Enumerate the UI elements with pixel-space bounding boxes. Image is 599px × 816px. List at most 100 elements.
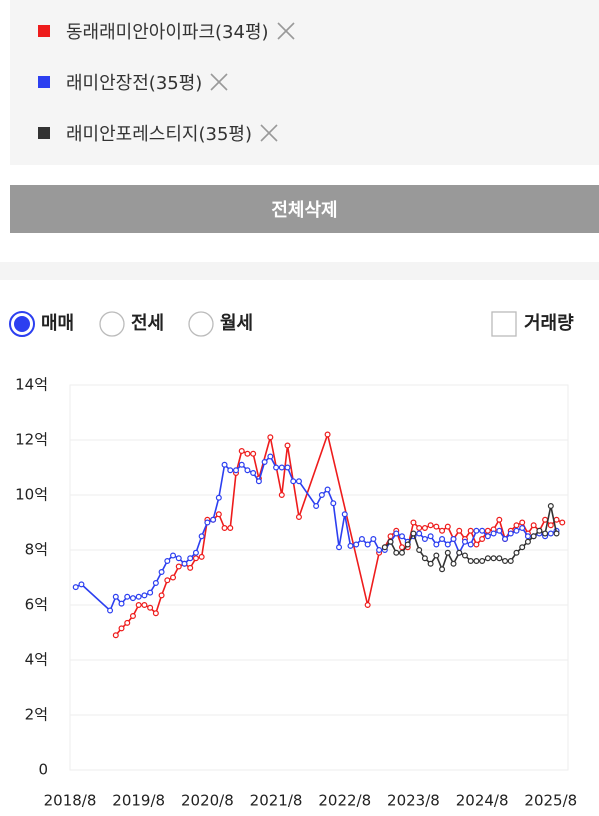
data-point xyxy=(433,523,440,530)
data-point xyxy=(370,536,377,543)
data-point xyxy=(393,549,400,556)
data-point xyxy=(513,522,520,529)
data-point xyxy=(439,566,446,573)
data-point xyxy=(559,519,566,526)
data-point xyxy=(496,516,503,523)
data-point xyxy=(250,450,257,457)
data-point xyxy=(278,464,285,471)
data-point xyxy=(444,549,451,556)
data-point xyxy=(284,464,291,471)
data-point xyxy=(238,448,245,455)
x-tick-label: 2019/8 xyxy=(112,792,165,810)
data-point xyxy=(221,461,228,468)
data-point xyxy=(78,581,85,588)
data-point xyxy=(330,500,337,507)
data-point xyxy=(507,530,514,537)
data-point xyxy=(141,602,148,609)
filter-panel: 동래래미안아이파크(34평) 래미안장전(35평) 래미안포레스티지(35평) xyxy=(10,0,599,165)
data-point xyxy=(347,542,354,549)
data-point xyxy=(381,544,388,551)
data-point xyxy=(461,538,468,545)
data-point xyxy=(112,632,119,639)
data-point xyxy=(524,533,531,540)
data-point xyxy=(502,558,509,565)
data-point xyxy=(519,544,526,551)
legend-swatch xyxy=(38,127,50,139)
data-point xyxy=(393,530,400,537)
data-point xyxy=(421,536,428,543)
series-line xyxy=(75,455,557,612)
data-point xyxy=(124,619,131,626)
data-point xyxy=(164,577,171,584)
filter-item: 래미안포레스티지(35평) xyxy=(10,113,280,153)
x-tick-label: 2025/8 xyxy=(524,792,577,810)
data-point xyxy=(421,555,428,562)
y-tick-label: 8억 xyxy=(25,541,48,559)
data-point xyxy=(261,459,268,466)
data-point xyxy=(496,527,503,534)
data-point xyxy=(175,563,182,570)
data-point xyxy=(473,541,480,548)
data-point xyxy=(198,533,205,540)
remove-icon[interactable] xyxy=(275,20,297,42)
data-point xyxy=(387,533,394,540)
data-point xyxy=(255,478,262,485)
data-point xyxy=(530,522,537,529)
data-point xyxy=(416,547,423,554)
data-point xyxy=(324,486,331,493)
data-point xyxy=(416,525,423,532)
y-tick-label: 14억 xyxy=(15,376,48,394)
data-point xyxy=(215,494,222,501)
data-point xyxy=(107,607,114,614)
data-point xyxy=(507,558,514,565)
data-point xyxy=(295,478,302,485)
data-point xyxy=(410,530,417,537)
data-point xyxy=(221,525,228,532)
data-point xyxy=(238,461,245,468)
radio-button[interactable] xyxy=(99,311,125,337)
x-tick-label: 2020/8 xyxy=(181,792,234,810)
data-point xyxy=(227,467,234,474)
chart: 매매 전세 월세 거래량 0 2억 4억 6억 8억 10억 12억 14억 2018/8 2019/8 2… xyxy=(9,311,577,810)
data-point xyxy=(524,538,531,545)
data-point xyxy=(547,530,554,537)
data-point xyxy=(387,538,394,545)
data-point xyxy=(175,555,182,562)
data-point xyxy=(278,492,285,499)
delete-all-button[interactable]: 전체삭제 xyxy=(10,185,599,233)
data-point xyxy=(496,555,503,562)
data-point xyxy=(147,604,154,611)
data-point xyxy=(124,593,131,600)
data-point xyxy=(519,519,526,526)
data-point xyxy=(404,541,411,548)
data-point xyxy=(450,536,457,543)
data-point xyxy=(473,558,480,565)
data-point xyxy=(399,544,406,551)
remove-icon[interactable] xyxy=(208,71,230,93)
data-point xyxy=(187,564,194,571)
remove-icon[interactable] xyxy=(258,122,280,144)
data-point xyxy=(399,533,406,540)
checkbox[interactable] xyxy=(491,311,517,337)
data-point xyxy=(353,541,360,548)
x-tick-label: 2021/8 xyxy=(250,792,303,810)
data-point xyxy=(135,602,142,609)
data-point xyxy=(479,527,486,534)
data-point xyxy=(187,555,194,562)
data-point xyxy=(152,610,159,617)
data-point xyxy=(364,602,371,609)
x-tick-label: 2022/8 xyxy=(318,792,371,810)
data-point xyxy=(456,549,463,556)
radio-button[interactable] xyxy=(188,311,214,337)
y-tick-label: 2억 xyxy=(25,706,48,724)
data-point xyxy=(170,552,177,559)
data-point xyxy=(170,574,177,581)
data-point xyxy=(513,549,520,556)
data-point xyxy=(158,569,165,576)
data-point xyxy=(324,431,331,438)
data-point xyxy=(376,547,383,554)
data-point xyxy=(479,536,486,543)
legend-label: 동래래미안아이파크(34평) xyxy=(66,22,269,43)
data-point xyxy=(118,625,125,632)
